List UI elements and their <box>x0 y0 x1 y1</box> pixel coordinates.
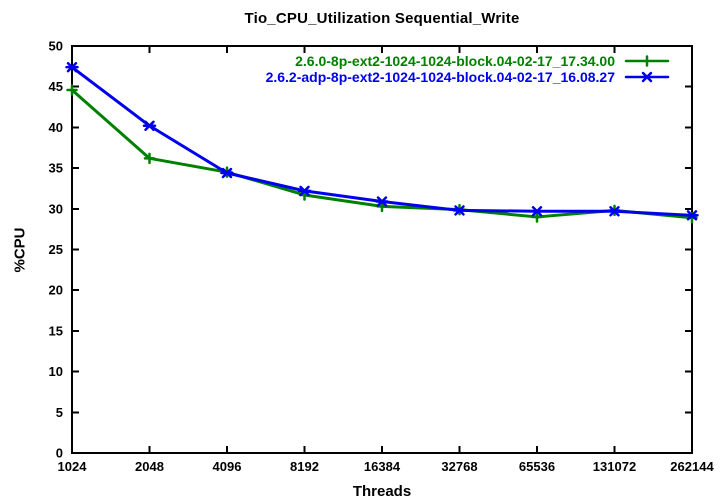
legend-label: 2.6.0-8p-ext2-1024-1024-block.04-02-17_1… <box>295 53 615 69</box>
series-line <box>70 65 694 217</box>
axis-ticks <box>71 45 693 454</box>
y-tick-label: 20 <box>49 283 63 298</box>
y-tick-label: 30 <box>49 201 63 216</box>
x-tick-label: 262144 <box>670 459 714 474</box>
series-markers <box>65 61 699 221</box>
legend-item: 2.6.0-8p-ext2-1024-1024-block.04-02-17_1… <box>295 53 670 69</box>
y-tick-label: 45 <box>49 79 63 94</box>
legend: 2.6.0-8p-ext2-1024-1024-block.04-02-17_1… <box>266 53 670 85</box>
y-tick-label: 15 <box>49 323 63 338</box>
series-line <box>70 88 694 220</box>
y-tick-label: 25 <box>49 242 63 257</box>
x-tick-label: 4096 <box>213 459 242 474</box>
y-tick-label: 50 <box>49 39 63 54</box>
y-tick-label: 5 <box>56 405 63 420</box>
legend-label: 2.6.2-adp-8p-ext2-1024-1024-block.04-02-… <box>265 69 615 85</box>
x-axis-label: Threads <box>352 483 412 500</box>
x-tick-label: 1024 <box>58 459 88 474</box>
x-tick-label: 65536 <box>519 459 555 474</box>
legend-item: 2.6.2-adp-8p-ext2-1024-1024-block.04-02-… <box>266 69 670 85</box>
chart-title: Tio_CPU_Utilization Sequential_Write <box>244 10 520 27</box>
y-tick-label: 0 <box>56 446 63 461</box>
x-tick-label: 32768 <box>441 459 477 474</box>
x-tick-label: 131072 <box>593 459 636 474</box>
y-tick-label: 35 <box>49 161 63 176</box>
plot-border <box>71 45 693 454</box>
y-tick-label: 40 <box>49 120 63 135</box>
legend-line-sample <box>624 71 670 83</box>
x-tick-label: 16384 <box>364 459 401 474</box>
legend-line-sample <box>624 55 670 67</box>
x-tick-label: 8192 <box>290 459 319 474</box>
x-tick-label: 2048 <box>135 459 164 474</box>
y-tick-label: 10 <box>49 364 63 379</box>
